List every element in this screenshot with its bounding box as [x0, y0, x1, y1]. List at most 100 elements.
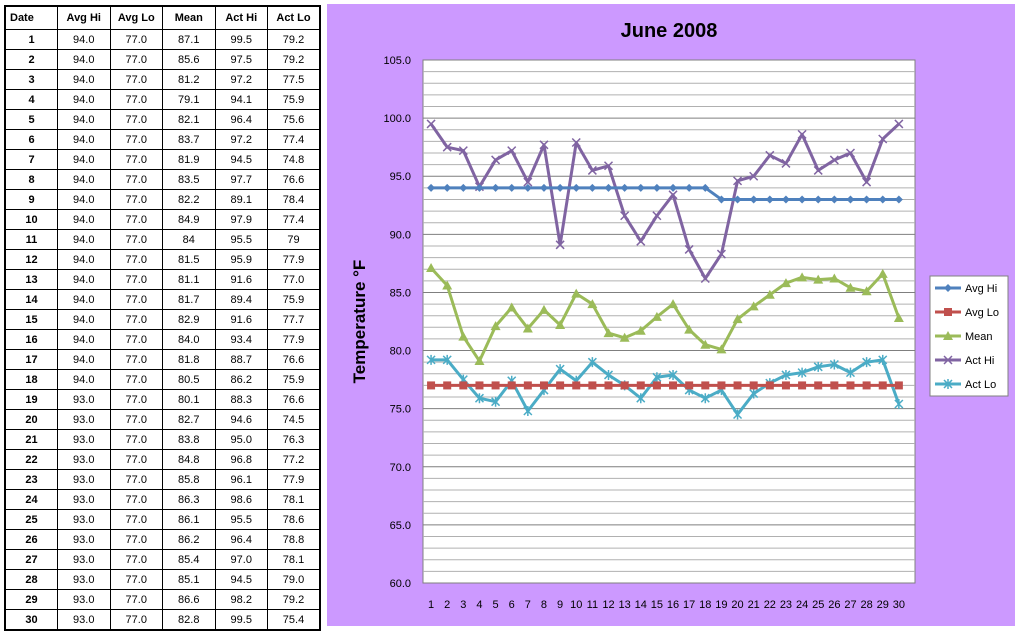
table-cell: 96.1	[214, 469, 268, 490]
table-cell: 81.9	[162, 149, 216, 170]
star-marker	[442, 354, 452, 365]
series-act-hi	[426, 119, 904, 284]
table-cell: 94.1	[214, 89, 268, 110]
table-cell: 24	[4, 489, 58, 510]
table-cell: 78.1	[267, 549, 321, 570]
table-row: 14 94.0 77.0 81.7 89.4 75.9	[4, 289, 321, 310]
diamond-marker	[894, 195, 903, 204]
table-row: 6 94.0 77.0 83.7 97.2 77.4	[4, 129, 321, 150]
table-cell: 94.0	[57, 369, 111, 390]
table-cell: 97.0	[214, 549, 268, 570]
diamond-marker	[846, 195, 855, 204]
x-tick-label: 15	[651, 599, 663, 611]
triangle-marker	[603, 328, 614, 338]
x-marker	[781, 158, 791, 168]
table-cell: 85.8	[162, 469, 216, 490]
table-cell: 77.0	[109, 229, 163, 250]
x-tick-label: 2	[444, 599, 450, 611]
table-cell: 13	[4, 269, 58, 290]
triangle-marker	[893, 313, 904, 323]
table-cell: 82.2	[162, 189, 216, 210]
x-tick-label: 16	[667, 599, 679, 611]
table-cell: 79.2	[267, 29, 321, 50]
triangle-marker	[700, 339, 711, 349]
diamond-marker	[427, 183, 436, 192]
diamond-marker	[523, 183, 532, 192]
triangle-marker	[943, 331, 953, 340]
table-row: 19 93.0 77.0 80.1 88.3 76.6	[4, 389, 321, 410]
star-marker	[426, 354, 436, 365]
y-tick-label: 60.0	[390, 578, 411, 590]
y-tick-label: 75.0	[390, 404, 411, 416]
x-marker	[442, 142, 452, 152]
table-cell: 79.2	[267, 589, 321, 610]
table-cell: 82.7	[162, 409, 216, 430]
diamond-marker	[588, 183, 597, 192]
table-cell: 77.0	[109, 389, 163, 410]
square-marker	[491, 381, 500, 390]
x-marker	[458, 146, 468, 156]
table-cell: 75.6	[267, 109, 321, 130]
table-cell: 84.9	[162, 209, 216, 230]
star-marker	[797, 367, 807, 378]
x-marker	[943, 355, 953, 365]
table-cell: 75.9	[267, 289, 321, 310]
table-row: 15 94.0 77.0 82.9 91.6 77.7	[4, 309, 321, 330]
table-row: 23 93.0 77.0 85.8 96.1 77.9	[4, 469, 321, 490]
x-marker	[894, 119, 904, 129]
table-cell: 77.0	[109, 49, 163, 70]
legend-label: Avg Lo	[965, 307, 999, 319]
table-cell: 93.4	[214, 329, 268, 350]
table-cell: 94.0	[57, 229, 111, 250]
y-tick-label: 65.0	[390, 520, 411, 532]
table-cell: 93.0	[57, 529, 111, 550]
series-mean	[426, 263, 904, 366]
table-row: 8 94.0 77.0 83.5 97.7 76.6	[4, 169, 321, 190]
square-marker	[572, 381, 581, 390]
column-header: Mean	[162, 5, 216, 30]
table-cell: 76.3	[267, 429, 321, 450]
square-marker	[765, 381, 774, 390]
table-cell: 16	[4, 329, 58, 350]
triangle-marker	[522, 323, 533, 333]
table-cell: 93.0	[57, 489, 111, 510]
table-row: 26 93.0 77.0 86.2 96.4 78.8	[4, 529, 321, 550]
x-tick-label: 1	[428, 599, 434, 611]
table-cell: 11	[4, 229, 58, 250]
table-row: 9 94.0 77.0 82.2 89.1 78.4	[4, 189, 321, 210]
table-cell: 77.0	[109, 549, 163, 570]
table-cell: 77.9	[267, 469, 321, 490]
table-cell: 79.2	[267, 49, 321, 70]
table-cell: 97.7	[214, 169, 268, 190]
x-tick-label: 5	[493, 599, 499, 611]
triangle-marker	[442, 280, 453, 290]
x-tick-label: 25	[812, 599, 824, 611]
triangle-marker	[829, 273, 840, 283]
table-cell: 83.7	[162, 129, 216, 150]
table-cell: 77.0	[109, 69, 163, 90]
square-marker	[701, 381, 710, 390]
chart-title: June 2008	[621, 20, 718, 42]
table-cell: 74.5	[267, 409, 321, 430]
triangle-marker	[474, 356, 485, 366]
x-marker	[684, 244, 694, 254]
table-cell: 88.3	[214, 389, 268, 410]
diamond-marker	[781, 195, 790, 204]
star-marker	[813, 361, 823, 372]
table-cell: 77.0	[109, 189, 163, 210]
table-cell: 93.0	[57, 549, 111, 570]
star-marker	[733, 409, 743, 420]
x-tick-label: 24	[796, 599, 808, 611]
x-tick-label: 13	[619, 599, 631, 611]
table-cell: 21	[4, 429, 58, 450]
diamond-marker	[685, 183, 694, 192]
table-row: 5 94.0 77.0 82.1 96.4 75.6	[4, 109, 321, 130]
table-cell: 98.6	[214, 489, 268, 510]
square-marker	[781, 381, 790, 390]
triangle-marker	[764, 289, 775, 299]
table-cell: 78.4	[267, 189, 321, 210]
table-cell: 75.9	[267, 369, 321, 390]
diamond-marker	[507, 183, 516, 192]
table-cell: 77.0	[109, 489, 163, 510]
table-cell: 94.0	[57, 169, 111, 190]
